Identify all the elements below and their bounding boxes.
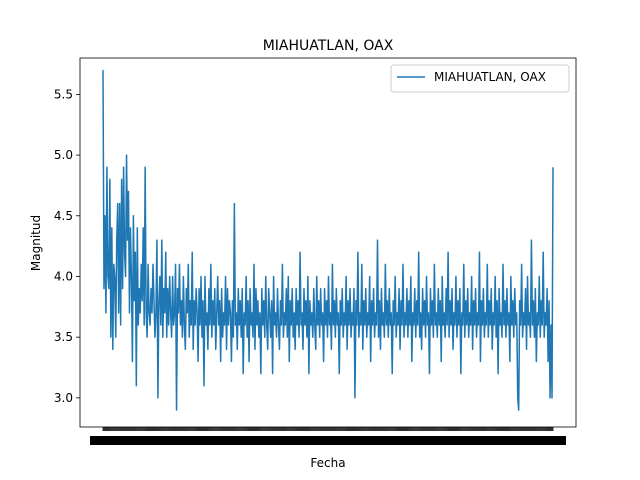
plot-area bbox=[80, 58, 576, 427]
y-tick-label: 4.5 bbox=[54, 209, 73, 223]
y-tick-label: 3.0 bbox=[54, 391, 73, 405]
y-tick-label: 3.5 bbox=[54, 330, 73, 344]
x-axis-label: Fecha bbox=[310, 456, 345, 470]
y-tick-label: 5.5 bbox=[54, 87, 73, 101]
chart-title: MIAHUATLAN, OAX bbox=[263, 38, 394, 54]
legend-label: MIAHUATLAN, OAX bbox=[434, 70, 546, 84]
y-axis-label: Magnitud bbox=[29, 215, 43, 271]
y-tick-label: 4.0 bbox=[54, 269, 73, 283]
y-tick-label: 5.0 bbox=[54, 148, 73, 162]
legend: MIAHUATLAN, OAX bbox=[391, 65, 569, 92]
x-tick-label-overlap bbox=[540, 436, 566, 445]
